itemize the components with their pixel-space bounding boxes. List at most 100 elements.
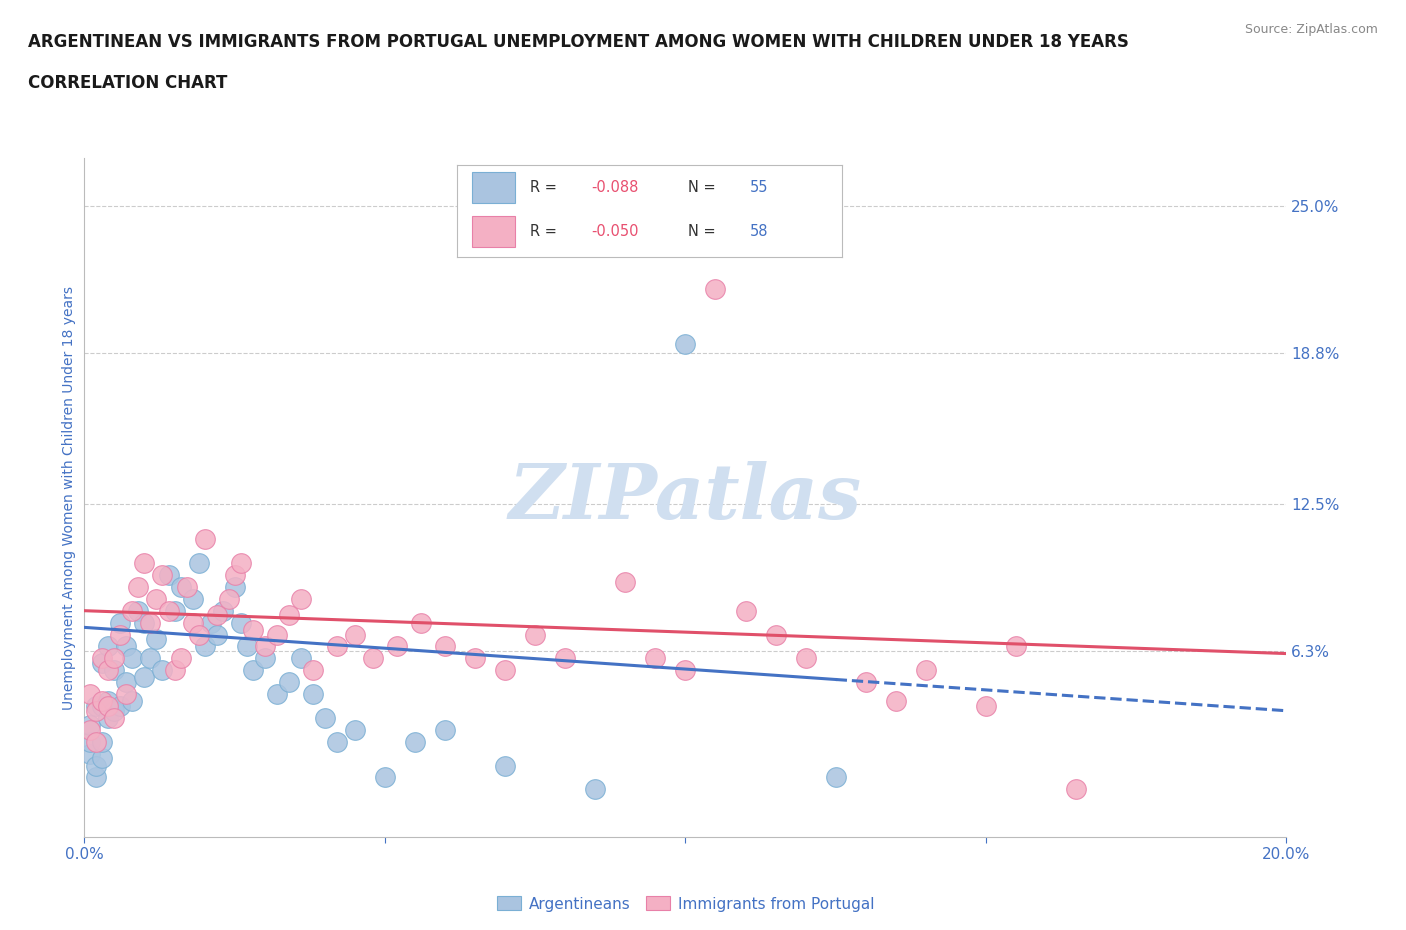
Point xyxy=(765,627,787,642)
Point xyxy=(79,723,101,737)
Point xyxy=(145,631,167,646)
Point xyxy=(211,604,233,618)
Point xyxy=(139,651,162,666)
Point xyxy=(181,615,204,630)
Point xyxy=(224,567,246,582)
Point xyxy=(277,608,299,623)
Point xyxy=(385,639,408,654)
Point xyxy=(229,615,252,630)
Point xyxy=(115,639,138,654)
Text: CORRELATION CHART: CORRELATION CHART xyxy=(28,74,228,92)
Point xyxy=(181,591,204,606)
Point xyxy=(103,711,125,725)
Point xyxy=(361,651,384,666)
Point xyxy=(86,735,108,750)
Point xyxy=(301,686,323,701)
Point xyxy=(253,639,276,654)
Point xyxy=(110,615,132,630)
Point xyxy=(253,651,276,666)
Point xyxy=(121,604,143,618)
Point xyxy=(675,337,697,352)
Point xyxy=(169,579,191,594)
Point xyxy=(205,608,228,623)
Point xyxy=(152,567,174,582)
Point xyxy=(194,532,217,547)
Point xyxy=(404,735,426,750)
Point xyxy=(824,770,846,785)
Point xyxy=(127,579,149,594)
Y-axis label: Unemployment Among Women with Children Under 18 years: Unemployment Among Women with Children U… xyxy=(62,286,76,710)
Point xyxy=(675,663,697,678)
Point xyxy=(242,663,264,678)
Point xyxy=(121,694,143,709)
Point xyxy=(91,735,114,750)
Point xyxy=(97,663,120,678)
Point xyxy=(152,663,174,678)
Point xyxy=(884,694,907,709)
Point xyxy=(224,579,246,594)
Point xyxy=(97,694,120,709)
Point xyxy=(103,651,125,666)
Point xyxy=(266,686,288,701)
Point xyxy=(794,651,817,666)
Point xyxy=(290,591,312,606)
Point xyxy=(163,663,186,678)
Point xyxy=(163,604,186,618)
Point xyxy=(915,663,938,678)
Point xyxy=(434,639,457,654)
Point xyxy=(187,555,209,570)
Point xyxy=(121,651,143,666)
Text: Source: ZipAtlas.com: Source: ZipAtlas.com xyxy=(1244,23,1378,36)
Point xyxy=(326,639,349,654)
Point xyxy=(127,604,149,618)
Point xyxy=(229,555,252,570)
Point xyxy=(103,663,125,678)
Point xyxy=(187,627,209,642)
Point xyxy=(194,639,217,654)
Point xyxy=(115,675,138,690)
Point xyxy=(176,579,198,594)
Point xyxy=(86,703,108,718)
Point xyxy=(103,703,125,718)
Point xyxy=(139,615,162,630)
Point xyxy=(524,627,547,642)
Point xyxy=(704,282,727,297)
Text: ZIPatlas: ZIPatlas xyxy=(509,460,862,535)
Point xyxy=(326,735,349,750)
Point xyxy=(314,711,336,725)
Point xyxy=(583,782,606,797)
Point xyxy=(290,651,312,666)
Point xyxy=(91,698,114,713)
Point xyxy=(554,651,576,666)
Point xyxy=(218,591,240,606)
Point xyxy=(157,604,180,618)
Point xyxy=(91,656,114,671)
Point xyxy=(855,675,877,690)
Point xyxy=(644,651,666,666)
Point xyxy=(343,723,366,737)
Point xyxy=(374,770,396,785)
Point xyxy=(343,627,366,642)
Point xyxy=(1064,782,1087,797)
Point xyxy=(134,555,156,570)
Point xyxy=(97,711,120,725)
Point xyxy=(205,627,228,642)
Point xyxy=(134,670,156,684)
Point xyxy=(434,723,457,737)
Point xyxy=(86,758,108,773)
Point xyxy=(79,718,101,733)
Point xyxy=(494,663,516,678)
Point xyxy=(115,686,138,701)
Point xyxy=(86,770,108,785)
Text: ARGENTINEAN VS IMMIGRANTS FROM PORTUGAL UNEMPLOYMENT AMONG WOMEN WITH CHILDREN U: ARGENTINEAN VS IMMIGRANTS FROM PORTUGAL … xyxy=(28,33,1129,50)
Point xyxy=(266,627,288,642)
Point xyxy=(277,675,299,690)
Point xyxy=(734,604,756,618)
Point xyxy=(79,686,101,701)
Point xyxy=(169,651,191,666)
Point xyxy=(91,751,114,765)
Point xyxy=(110,698,132,713)
Point xyxy=(235,639,257,654)
Point xyxy=(134,615,156,630)
Point xyxy=(145,591,167,606)
